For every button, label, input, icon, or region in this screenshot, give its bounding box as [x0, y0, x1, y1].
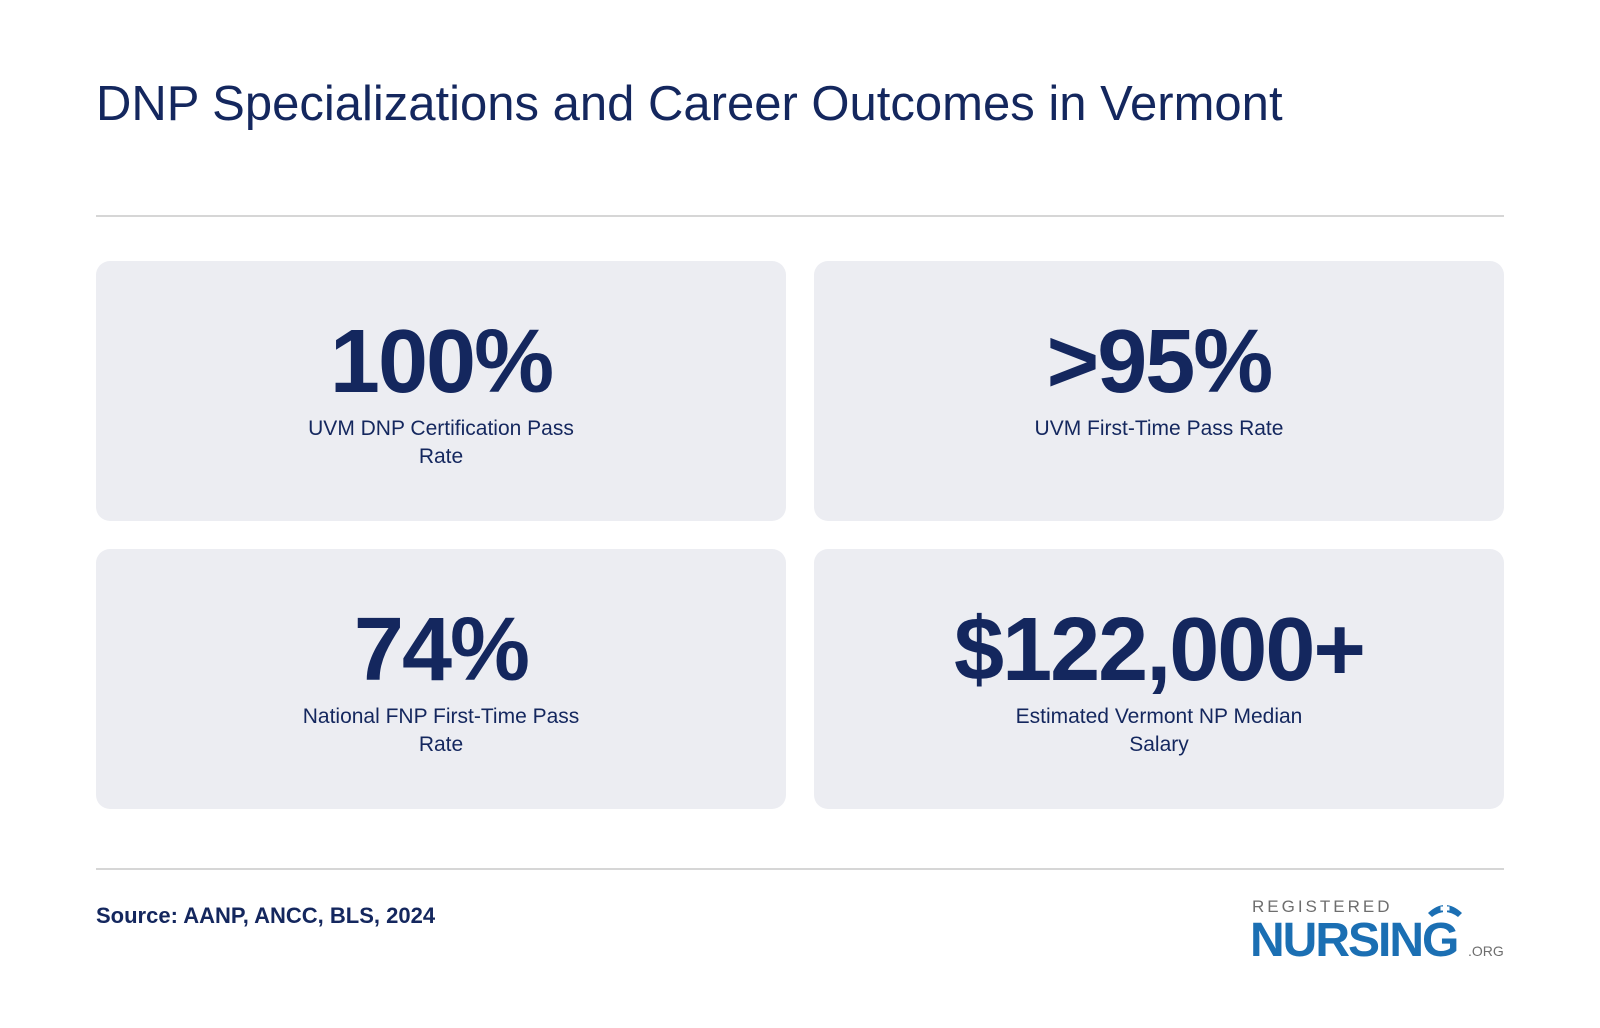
title: DNP Specializations and Career Outcomes … — [96, 77, 1283, 131]
stat-label: UVM DNP Certification Pass Rate — [308, 417, 574, 468]
stat-card: 74% National FNP First-Time Pass Rate — [96, 549, 786, 809]
logo-suffix: .ORG — [1468, 943, 1504, 959]
logo-top: REGISTERED — [1252, 897, 1393, 916]
stat-value: >95% — [1046, 312, 1274, 412]
logo-icon — [1428, 904, 1462, 917]
stat-card: >95% UVM First-Time Pass Rate — [814, 261, 1504, 521]
divider — [96, 215, 1504, 217]
stat-label: Estimated Vermont NP Median Salary — [1015, 705, 1303, 756]
stat-card: $122,000+ Estimated Vermont NP Median Sa… — [814, 549, 1504, 809]
logo: REGISTERED NURSING .ORG — [1250, 897, 1510, 967]
stat-value: 74% — [353, 600, 530, 700]
stat-value: $122,000+ — [954, 600, 1366, 700]
stat-label: UVM First-Time Pass Rate — [1034, 417, 1284, 440]
stat-label: National FNP First-Time Pass Rate — [302, 705, 580, 756]
source-note: Source: AANP, ANCC, BLS, 2024 — [96, 903, 436, 928]
logo-main: NURSING — [1250, 914, 1459, 967]
stat-value: 100% — [329, 312, 554, 412]
divider — [96, 868, 1504, 870]
stat-card: 100% UVM DNP Certification Pass Rate — [96, 261, 786, 521]
